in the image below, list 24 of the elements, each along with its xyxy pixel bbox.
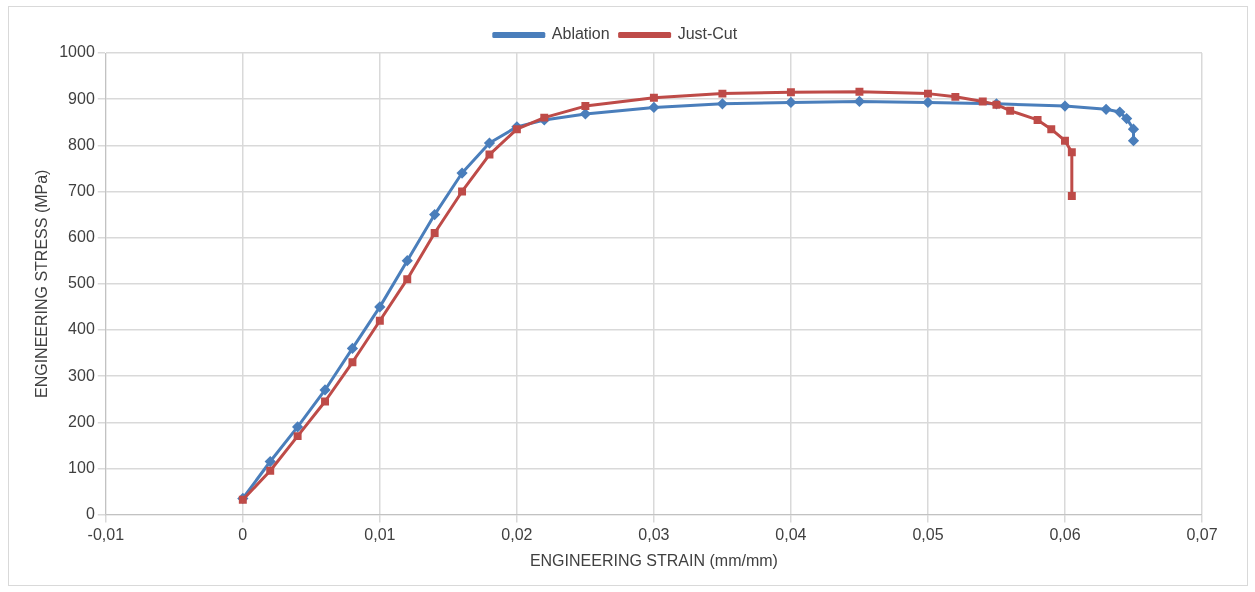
y-tick-label: 600 [68,228,95,246]
x-tick-label: 0,03 [638,525,670,543]
x-tick-label: 0,07 [1186,525,1218,543]
legend-label: Just-Cut [677,25,738,43]
x-tick-label: 0,02 [501,525,533,543]
y-tick-label: 100 [68,458,95,476]
x-tick-label: 0 [238,525,248,543]
y-tick-label: 1000 [59,43,95,61]
y-tick-label: 900 [68,89,95,107]
y-tick-label: 700 [68,181,95,199]
y-tick-label: 500 [68,274,95,292]
legend-label: Ablation [551,25,610,43]
x-tick-label: 0,05 [912,525,944,543]
y-tick-label: 300 [68,366,95,384]
x-tick-label: -0,01 [87,525,125,543]
x-tick-label: 0,04 [775,525,807,543]
x-tick-label: 0,06 [1049,525,1081,543]
y-tick-label: 200 [68,412,95,430]
x-tick-label: 0,01 [364,525,396,543]
y-tick-label: 400 [68,320,95,338]
x-axis-title: ENGINEERING STRAIN (mm/mm) [529,551,778,569]
y-axis-title: ENGINEERING STRESS (MPa) [33,169,51,399]
y-tick-label: 800 [68,135,95,153]
y-tick-label: 0 [85,505,95,523]
